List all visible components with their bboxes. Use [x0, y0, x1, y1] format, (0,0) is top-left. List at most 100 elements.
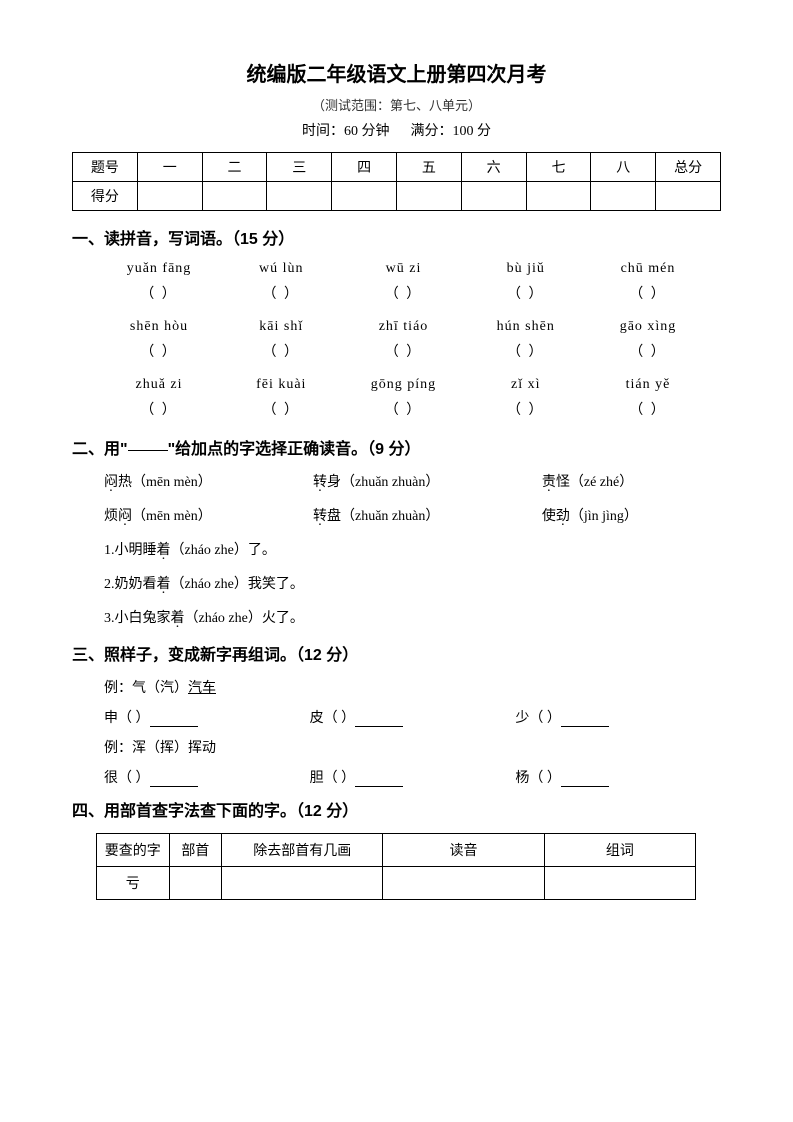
blank-line	[355, 773, 403, 787]
underline-icon	[128, 449, 168, 451]
cell	[332, 182, 397, 211]
full-score: 满分：100 分	[411, 124, 492, 139]
cell: 二	[202, 153, 267, 182]
cell: 总分	[656, 153, 721, 182]
dotted-char: 着	[157, 543, 171, 558]
cell: 亏	[97, 867, 170, 900]
blank: （ ）	[593, 399, 703, 419]
char: 盘	[327, 509, 341, 524]
dotted-char: 转	[313, 475, 327, 490]
opts: （jìn jìng）	[570, 509, 638, 524]
dotted-char: 着	[157, 577, 171, 592]
pinyin: fēi kuài	[226, 377, 336, 393]
exam-timeinfo: 时间：60 分钟 满分：100 分	[72, 120, 721, 140]
paren: （ ）	[529, 771, 561, 786]
q3-item: 少（ ）	[515, 707, 721, 727]
opts: （mēn mèn）	[132, 475, 212, 490]
q2-row: 烦闷（mēn mèn） 转盘（zhuǎn zhuàn） 使劲（jìn jìng）	[72, 505, 721, 525]
blank: （ ）	[471, 399, 581, 419]
blank: （ ）	[349, 283, 459, 303]
s2-head-a: 二、用"	[72, 441, 128, 458]
cell: 得分	[73, 182, 138, 211]
char: 使	[542, 509, 556, 524]
pinyin: zǐ xì	[471, 377, 581, 393]
char: 胆	[310, 771, 324, 786]
q2-item: 责怪（zé zhé）	[542, 471, 721, 491]
cell: 读音	[383, 834, 544, 867]
s2-head-b: "给加点的字选择正确读音。（9 分）	[168, 441, 421, 458]
pinyin: gāo xìng	[593, 319, 703, 335]
blank: （ ）	[349, 341, 459, 361]
pinyin: wú lùn	[226, 261, 336, 277]
q3-item: 皮（ ）	[310, 707, 516, 727]
q3-item: 胆（ ）	[310, 767, 516, 787]
opts: （zé zhé）	[570, 475, 633, 490]
blank-line	[150, 773, 198, 787]
blank-row: （ ） （ ） （ ） （ ） （ ）	[72, 341, 721, 361]
time-limit: 时间：60 分钟	[302, 124, 390, 139]
q2-sentence: 1.小明睡着（zháo zhe）了。	[72, 539, 721, 559]
text: （zháo zhe）火了。	[185, 611, 304, 626]
blank-line	[561, 713, 609, 727]
exam-scope: （测试范围：第七、八单元）	[72, 95, 721, 114]
char: 皮	[310, 711, 324, 726]
q2-item: 转盘（zhuǎn zhuàn）	[313, 505, 542, 525]
cell: 三	[267, 153, 332, 182]
q3-example: 例：气（汽）汽车	[72, 677, 721, 697]
text: （zháo zhe）我笑了。	[171, 577, 304, 592]
pinyin-row: zhuǎ zi fēi kuài gōng píng zǐ xì tián yě	[72, 377, 721, 393]
cell: 要查的字	[97, 834, 170, 867]
q2-sentence: 3.小白兔家着（zháo zhe）火了。	[72, 607, 721, 627]
cell	[267, 182, 332, 211]
char: 杨	[515, 771, 529, 786]
q2-sentence: 2.奶奶看着（zháo zhe）我笑了。	[72, 573, 721, 593]
blank-line	[561, 773, 609, 787]
paren: （ ）	[118, 711, 150, 726]
ex-text: 例：气（汽）	[104, 681, 188, 696]
char: 申	[104, 711, 118, 726]
text: 小明睡	[115, 543, 157, 558]
q2-item: 使劲（jìn jìng）	[542, 505, 721, 525]
blank-row: （ ） （ ） （ ） （ ） （ ）	[72, 283, 721, 303]
section-2-head: 二、用" "给加点的字选择正确读音。（9 分）	[72, 435, 721, 459]
pinyin: zhuǎ zi	[104, 377, 214, 393]
exam-title: 统编版二年级语文上册第四次月考	[72, 58, 721, 87]
blank: （ ）	[471, 283, 581, 303]
section-3-head: 三、照样子，变成新字再组词。（12 分）	[72, 641, 721, 665]
table-row: 要查的字 部首 除去部首有几画 读音 组词	[97, 834, 696, 867]
num: 1.	[104, 543, 115, 558]
q3-row: 申（ ） 皮（ ） 少（ ）	[72, 707, 721, 727]
cell: 七	[526, 153, 591, 182]
q3-item: 很（ ）	[104, 767, 310, 787]
ex-word: 汽车	[188, 681, 216, 696]
section-1-head: 一、读拼音，写词语。（15 分）	[72, 225, 721, 249]
q2-item: 烦闷（mēn mèn）	[104, 505, 313, 525]
char: 身	[327, 475, 341, 490]
dotted-char: 闷	[104, 475, 118, 490]
text: 奶奶看	[115, 577, 157, 592]
dotted-char: 转	[313, 509, 327, 524]
cell: 部首	[169, 834, 221, 867]
blank: （ ）	[593, 283, 703, 303]
paren: （ ）	[118, 771, 150, 786]
cell: 组词	[544, 834, 695, 867]
paren: （ ）	[324, 711, 356, 726]
num: 3.	[104, 611, 115, 626]
q2-row: 闷热（mēn mèn） 转身（zhuǎn zhuàn） 责怪（zé zhé）	[72, 471, 721, 491]
char: 烦	[104, 509, 118, 524]
dotted-char: 着	[171, 611, 185, 626]
cell	[656, 182, 721, 211]
q2-item: 转身（zhuǎn zhuàn）	[313, 471, 542, 491]
pinyin: zhī tiáo	[349, 319, 459, 335]
cell	[383, 867, 544, 900]
pinyin: kāi shǐ	[226, 319, 336, 335]
cell: 除去部首有几画	[222, 834, 383, 867]
pinyin-row: shēn hòu kāi shǐ zhī tiáo hún shēn gāo x…	[72, 319, 721, 335]
num: 2.	[104, 577, 115, 592]
cell	[544, 867, 695, 900]
char: 热	[118, 475, 132, 490]
char: 怪	[556, 475, 570, 490]
blank: （ ）	[226, 399, 336, 419]
blank-line	[355, 713, 403, 727]
q3-example: 例：浑（挥）挥动	[72, 737, 721, 757]
